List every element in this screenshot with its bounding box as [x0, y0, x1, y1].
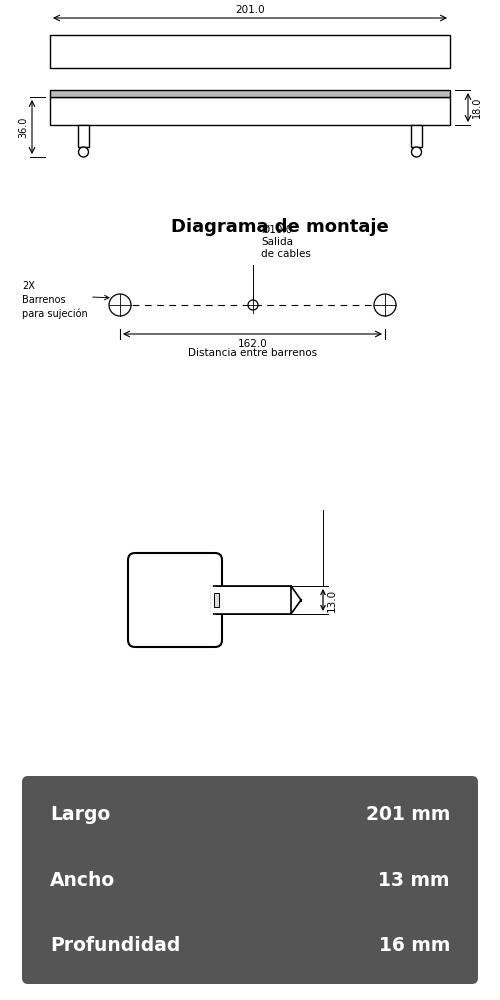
Text: 13.0: 13.0: [327, 588, 337, 612]
Text: Ancho: Ancho: [50, 870, 115, 890]
Text: 36.0: 36.0: [18, 116, 28, 138]
Bar: [211, 586, 291, 614]
Bar: [50, 97, 450, 125]
Circle shape: [109, 294, 131, 316]
Text: 201.0: 201.0: [235, 5, 265, 15]
Circle shape: [374, 294, 396, 316]
Bar: [50, 90, 450, 97]
Text: 18.0: 18.0: [472, 97, 482, 118]
Text: 2X
Barrenos
para sujeción: 2X Barrenos para sujeción: [22, 281, 88, 319]
Text: Profundidad: Profundidad: [50, 936, 180, 955]
Text: Largo: Largo: [50, 805, 110, 824]
Text: 16 mm: 16 mm: [378, 936, 450, 955]
Bar: [411, 125, 422, 147]
Circle shape: [248, 300, 258, 310]
Text: Ø10.0: Ø10.0: [261, 225, 292, 235]
Text: 162.0: 162.0: [238, 339, 268, 349]
Text: Distancia entre barrenos: Distancia entre barrenos: [188, 348, 317, 358]
Text: Diagrama de montaje: Diagrama de montaje: [171, 218, 389, 236]
Bar: [50, 35, 450, 68]
Circle shape: [78, 147, 88, 157]
Text: Salida
de cables: Salida de cables: [261, 237, 311, 259]
Text: 13 mm: 13 mm: [378, 870, 450, 890]
Bar: [78, 125, 89, 147]
FancyBboxPatch shape: [22, 776, 478, 984]
FancyBboxPatch shape: [128, 553, 222, 647]
Circle shape: [412, 147, 422, 157]
Text: 201 mm: 201 mm: [366, 805, 450, 824]
Bar: [214, 593, 219, 607]
